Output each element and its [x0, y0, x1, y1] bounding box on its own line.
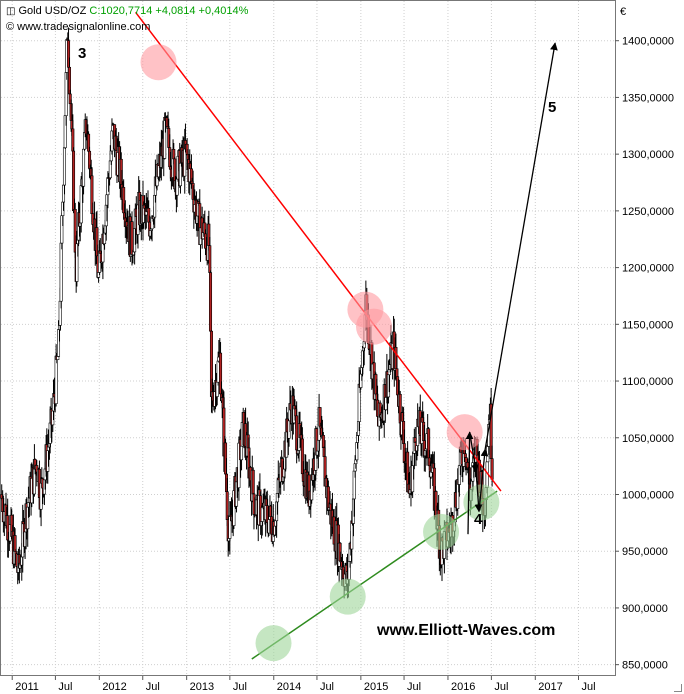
y-tick-label: 1250,0000	[622, 206, 674, 218]
x-axis: 2011 Jul 2012 Jul 2013 Jul 2014 Jul 2015 Jul 2016 J…	[11, 676, 596, 693]
candle-body	[209, 272, 213, 332]
candle-body	[178, 162, 182, 187]
candle-body	[62, 147, 66, 186]
support-touch-marker	[255, 625, 292, 662]
candle-body	[260, 506, 264, 522]
resize-handle	[674, 684, 682, 692]
y-tick-label: 1350,0000	[622, 92, 674, 104]
resistance-touch-marker	[140, 44, 177, 81]
data-source: © www.tradesignalonline.com	[6, 21, 151, 33]
y-tick-label: 1100,0000	[622, 376, 673, 388]
currency-label: €	[620, 6, 627, 18]
grid	[1, 1, 615, 676]
x-tick-label: Jul	[320, 681, 334, 693]
x-tick-label: 2011	[15, 681, 39, 693]
price-quote: C:1020,7714 +4,0814 +0,4014%	[89, 5, 249, 17]
support-touch-marker	[463, 484, 500, 521]
resistance-line	[134, 11, 502, 492]
wave-3-label: 3	[78, 45, 87, 62]
y-tick-label: 1200,0000	[622, 263, 674, 275]
chart-header: ◫ Gold USD/OZ C:1020,7714 +4,0814 +0,4014…	[6, 5, 248, 17]
x-tick-label: 2014	[277, 681, 301, 693]
x-tick-label: Jul	[581, 681, 595, 693]
candle-body	[251, 469, 255, 495]
plot-border	[0, 0, 616, 676]
x-tick-label: 2012	[102, 681, 126, 693]
y-tick-label: 950,0000	[622, 546, 668, 558]
trend-lines	[134, 11, 502, 660]
resistance-touch-marker	[446, 414, 483, 451]
x-tick-label: Jul	[494, 681, 508, 693]
x-tick-label: Jul	[146, 681, 160, 693]
wave-5-label: 5	[548, 99, 557, 116]
y-tick-label: 900,0000	[622, 603, 668, 615]
candle-body	[395, 368, 399, 378]
y-tick-label: 1400,0000	[622, 36, 674, 48]
wave-4-label: 4	[474, 511, 483, 528]
support-line	[251, 490, 498, 660]
candle-body	[321, 435, 325, 448]
y-tick-label: 850,0000	[622, 660, 668, 672]
x-tick-label: Jul	[407, 681, 421, 693]
projection-arrow	[469, 431, 479, 473]
x-tick-label: 2016	[451, 681, 475, 693]
x-tick-label: Jul	[58, 681, 72, 693]
y-axis: 850,0000 900,0000 950,0000 1000,0000 1050,00…	[615, 36, 674, 672]
candle-body	[82, 148, 86, 187]
wave-projection	[465, 42, 558, 535]
touch-markers	[140, 44, 500, 662]
x-tick-label: Jul	[233, 681, 247, 693]
x-tick-label: 2015	[364, 681, 388, 693]
y-tick-label: 1050,0000	[622, 433, 674, 445]
resistance-touch-marker	[355, 308, 392, 345]
chart-icon: ◫	[6, 6, 16, 17]
x-tick-label: 2013	[190, 681, 214, 693]
candle-body	[59, 242, 63, 302]
y-tick-label: 1000,0000	[622, 489, 674, 501]
candle-body	[240, 445, 244, 461]
candle-body	[208, 245, 212, 273]
brand-watermark: www.Elliott-Waves.com	[377, 622, 556, 639]
projection-arrow	[474, 471, 483, 513]
candle-body	[130, 221, 134, 255]
support-touch-marker	[329, 578, 366, 615]
y-tick-label: 1300,0000	[622, 149, 674, 161]
x-tick-label: 2017	[538, 681, 562, 693]
candle-body	[216, 360, 220, 383]
y-tick-label: 1150,0000	[622, 319, 673, 331]
instrument-name: Gold USD/OZ	[18, 5, 87, 17]
candle-body	[79, 185, 83, 224]
support-touch-marker	[423, 513, 460, 550]
projection-arrow	[465, 431, 474, 535]
projection-arrow	[478, 448, 489, 512]
projection-arrow	[484, 42, 558, 450]
candle-body	[490, 458, 494, 480]
price-candles	[0, 27, 494, 599]
